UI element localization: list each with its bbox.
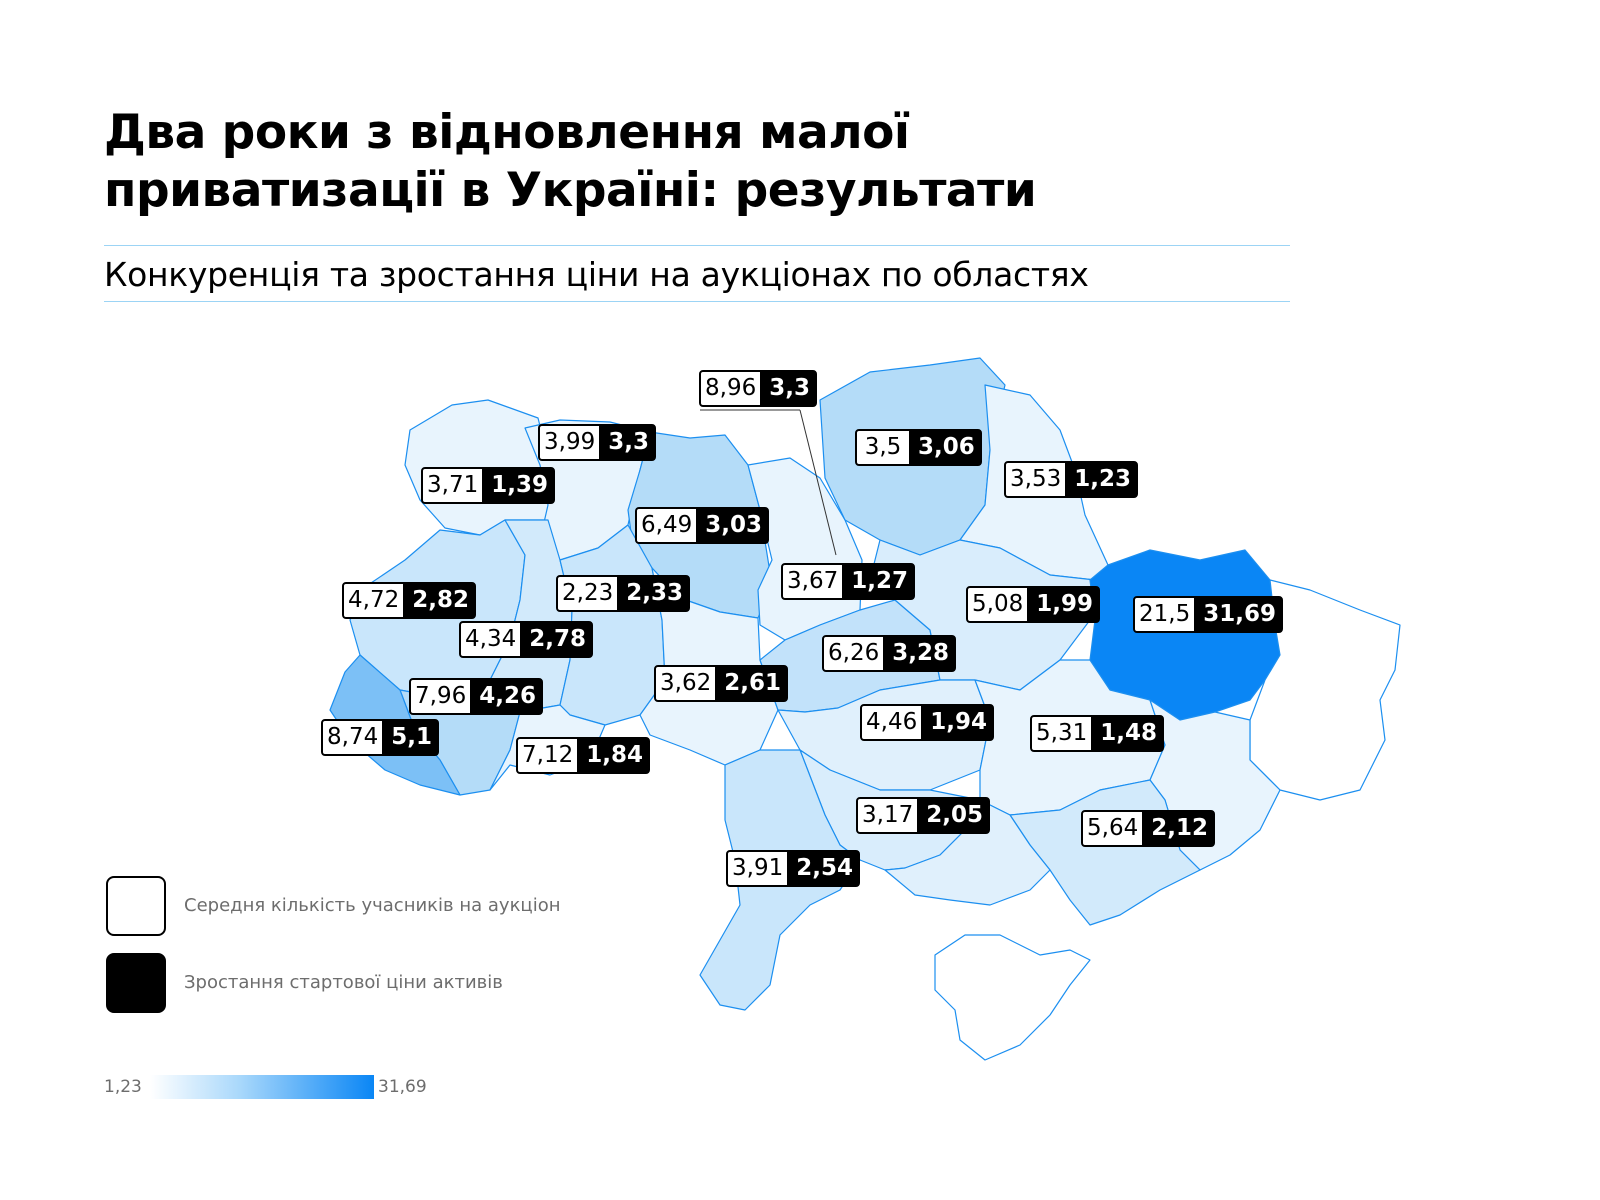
badge-chernivtsi: 7,12 1,84 bbox=[516, 737, 650, 774]
price-growth-value: 2,54 bbox=[789, 850, 860, 887]
participants-value: 5,31 bbox=[1030, 715, 1094, 752]
badge-zakarpattia: 8,74 5,1 bbox=[321, 719, 439, 756]
badge-sumy: 3,53 1,23 bbox=[1004, 461, 1138, 498]
badge-zhytomyr: 6,49 3,03 bbox=[635, 507, 769, 544]
participants-value: 4,34 bbox=[459, 621, 523, 658]
price-growth-value: 3,3 bbox=[601, 424, 656, 461]
participants-value: 7,12 bbox=[516, 737, 580, 774]
participants-value: 7,96 bbox=[409, 678, 473, 715]
participants-value: 3,53 bbox=[1004, 461, 1068, 498]
price-growth-value: 2,78 bbox=[522, 621, 593, 658]
price-growth-value: 31,69 bbox=[1196, 596, 1283, 633]
participants-value: 2,23 bbox=[556, 575, 620, 612]
badge-chernihiv: 3,5 3,06 bbox=[855, 429, 982, 466]
price-growth-value: 2,33 bbox=[619, 575, 690, 612]
price-growth-value: 1,27 bbox=[844, 563, 915, 600]
badge-kyiv-city: 8,96 3,3 bbox=[699, 370, 817, 407]
participants-value: 3,17 bbox=[856, 797, 920, 834]
badge-ivano-frankivsk: 7,96 4,26 bbox=[409, 678, 543, 715]
price-growth-value: 5,1 bbox=[384, 719, 439, 756]
price-growth-value: 2,12 bbox=[1144, 810, 1215, 847]
participants-value: 5,08 bbox=[966, 586, 1030, 623]
page-title: Два роки з відновлення малої приватизаці… bbox=[104, 104, 1254, 220]
price-growth-value: 3,06 bbox=[911, 429, 982, 466]
region-crimea bbox=[934, 934, 1091, 1061]
price-growth-value: 1,99 bbox=[1029, 586, 1100, 623]
legend-swatch-participants bbox=[106, 876, 166, 936]
price-growth-value: 2,61 bbox=[717, 665, 788, 702]
badge-kharkiv: 21,5 31,69 bbox=[1133, 596, 1283, 633]
participants-value: 21,5 bbox=[1133, 596, 1197, 633]
badge-kirovohrad: 4,46 1,94 bbox=[860, 704, 994, 741]
badge-vinnytsia: 3,62 2,61 bbox=[654, 665, 788, 702]
badge-rivne: 3,99 3,3 bbox=[538, 424, 656, 461]
price-growth-value: 3,03 bbox=[698, 507, 769, 544]
region-kharkiv bbox=[1089, 549, 1281, 721]
subtitle-rule-top bbox=[104, 245, 1290, 246]
badge-zaporizhzhia: 5,64 2,12 bbox=[1081, 810, 1215, 847]
badge-mykolaiv: 3,17 2,05 bbox=[856, 797, 990, 834]
legend-swatch-growth bbox=[106, 953, 166, 1013]
price-growth-value: 2,05 bbox=[919, 797, 990, 834]
participants-value: 6,49 bbox=[635, 507, 699, 544]
price-growth-value: 1,39 bbox=[484, 467, 555, 504]
participants-value: 3,62 bbox=[654, 665, 718, 702]
title-line-1: Два роки з відновлення малої bbox=[104, 105, 910, 160]
badge-odesa: 3,91 2,54 bbox=[726, 850, 860, 887]
kyiv-city-leader-d bbox=[799, 409, 837, 556]
badge-lviv: 4,72 2,82 bbox=[342, 582, 476, 619]
price-growth-value: 1,23 bbox=[1067, 461, 1138, 498]
title-line-2: приватизації в Україні: результати bbox=[104, 163, 1037, 218]
participants-value: 3,99 bbox=[538, 424, 602, 461]
participants-value: 3,5 bbox=[855, 429, 911, 466]
price-growth-value: 1,84 bbox=[579, 737, 650, 774]
participants-value: 8,74 bbox=[321, 719, 385, 756]
price-growth-value: 1,94 bbox=[923, 704, 994, 741]
badge-khmelnytskyi: 2,23 2,33 bbox=[556, 575, 690, 612]
participants-value: 3,71 bbox=[421, 467, 485, 504]
price-growth-value: 4,26 bbox=[472, 678, 543, 715]
region-kherson bbox=[884, 799, 1051, 906]
participants-value: 4,46 bbox=[860, 704, 924, 741]
page-subtitle: Конкуренція та зростання ціни на аукціон… bbox=[104, 255, 1089, 294]
subtitle-rule-bottom bbox=[104, 301, 1290, 302]
legend-label-growth: Зростання стартової ціни активів bbox=[184, 972, 503, 993]
color-scale-min: 1,23 bbox=[104, 1077, 142, 1097]
price-growth-value: 3,28 bbox=[885, 635, 956, 672]
participants-value: 8,96 bbox=[699, 370, 763, 407]
color-scale-max: 31,69 bbox=[378, 1077, 427, 1097]
participants-value: 3,91 bbox=[726, 850, 790, 887]
participants-value: 3,67 bbox=[781, 563, 845, 600]
badge-poltava: 5,08 1,99 bbox=[966, 586, 1100, 623]
legend-label-participants: Середня кількість учасників на аукціон bbox=[184, 895, 561, 916]
color-scale-bar bbox=[150, 1075, 374, 1099]
participants-value: 6,26 bbox=[822, 635, 886, 672]
price-growth-value: 3,3 bbox=[762, 370, 817, 407]
badge-ternopil: 4,34 2,78 bbox=[459, 621, 593, 658]
price-growth-value: 1,48 bbox=[1093, 715, 1164, 752]
region-luhansk bbox=[1249, 579, 1401, 801]
badge-volyn: 3,71 1,39 bbox=[421, 467, 555, 504]
badge-kyiv-oblast: 3,67 1,27 bbox=[781, 563, 915, 600]
participants-value: 4,72 bbox=[342, 582, 406, 619]
badge-cherkasy: 6,26 3,28 bbox=[822, 635, 956, 672]
price-growth-value: 2,82 bbox=[405, 582, 476, 619]
participants-value: 5,64 bbox=[1081, 810, 1145, 847]
badge-dnipro: 5,31 1,48 bbox=[1030, 715, 1164, 752]
